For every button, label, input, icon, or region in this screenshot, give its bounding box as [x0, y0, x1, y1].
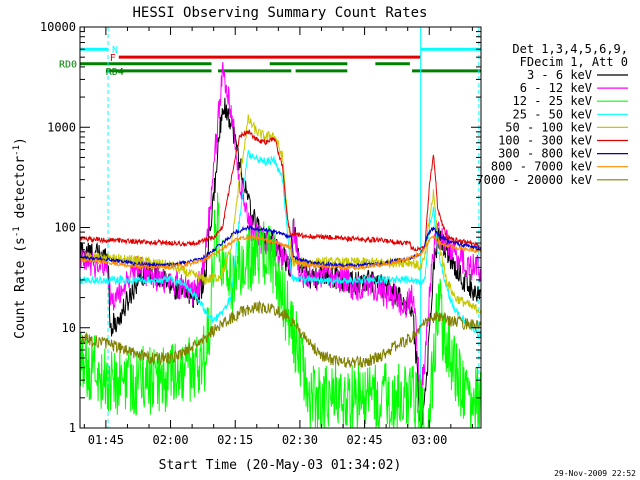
chart-title: HESSI Observing Summary Count Rates: [132, 5, 427, 21]
legend-label: 6 - 12 keV: [520, 81, 592, 95]
series-line-2: [80, 192, 481, 428]
x-axis: 01:45 02:00 02:15 02:30 02:45 03:00: [83, 27, 473, 447]
legend-label: 800 - 7000 keV: [491, 160, 592, 174]
legend: Det 1,3,4,5,6,9, FDecim 1, Att 0 3 - 6 k…: [476, 42, 628, 187]
series-line-7: [80, 234, 481, 272]
legend-label: 12 - 25 keV: [513, 94, 592, 108]
y-tick-label: 10: [62, 321, 76, 335]
footer-date: 29-Nov-2009 22:52: [554, 469, 636, 478]
series-line-1: [80, 61, 481, 400]
x-tick-label: 02:00: [152, 433, 188, 447]
plot-area: NF RD0 RD4: [59, 27, 481, 428]
legend-label: 25 - 50 keV: [513, 107, 592, 121]
series-lines: [80, 61, 481, 428]
x-axis-label: Start Time (20-May-03 01:34:02): [159, 458, 402, 473]
flag-label-n: N: [112, 45, 118, 56]
y-tick-label: 100: [54, 221, 76, 235]
series-line-5: [80, 128, 481, 252]
x-tick-label: 03:00: [411, 433, 447, 447]
y-tick-label: 1: [69, 421, 76, 435]
flag-label-rd4: RD4: [106, 67, 124, 78]
legend-label: 3 - 6 keV: [527, 68, 592, 82]
legend-label: 100 - 300 keV: [498, 134, 592, 148]
y-axis-label: Count Rate (s-1 detector-1): [12, 137, 28, 339]
legend-label: 7000 - 20000 keV: [476, 173, 592, 187]
x-tick-label: 02:15: [217, 433, 253, 447]
series-line-3: [80, 149, 481, 339]
flag-label-f: F: [110, 53, 116, 64]
x-tick-label: 02:30: [282, 433, 318, 447]
y-tick-label: 10000: [40, 20, 76, 34]
x-tick-label: 02:45: [347, 433, 383, 447]
legend-header-decimation: FDecim 1, Att 0: [520, 55, 628, 69]
x-tick-label: 01:45: [88, 433, 124, 447]
legend-label: 300 - 800 keV: [498, 147, 592, 161]
series-line-4: [80, 114, 481, 314]
legend-label: 50 - 100 keV: [505, 120, 592, 134]
series-line-8: [80, 300, 481, 369]
y-tick-label: 1000: [47, 120, 76, 134]
flag-label-rd0: RD0: [59, 60, 77, 71]
flag-bars: NF RD0 RD4: [59, 27, 481, 428]
y-axis: 1 10 100 1000 10000: [40, 20, 481, 435]
legend-header-detectors: Det 1,3,4,5,6,9,: [512, 42, 628, 56]
